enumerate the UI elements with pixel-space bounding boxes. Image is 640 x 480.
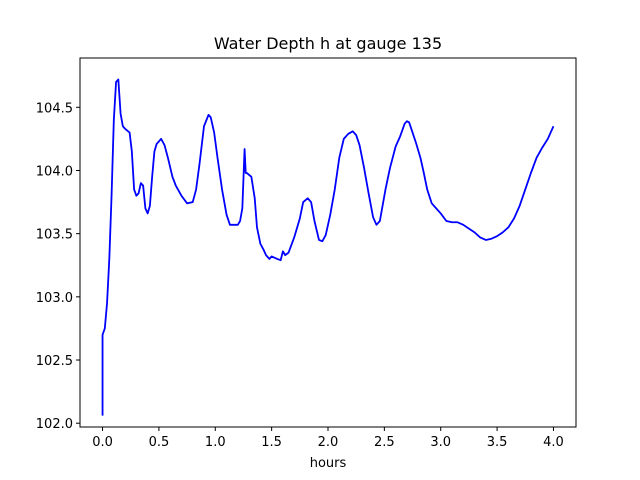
chart-title: Water Depth h at gauge 135 <box>214 34 442 53</box>
y-tick-label: 102.5 <box>36 354 73 369</box>
x-tick-label: 0.5 <box>149 435 170 450</box>
water-depth-line <box>101 78 555 416</box>
x-tick-label: 3.5 <box>487 435 508 450</box>
x-axis-label: hours <box>310 456 347 471</box>
x-axis: 0.0 0.5 1.0 1.5 2.0 2.5 3.0 3.5 4.0 <box>92 427 564 450</box>
axes-frame <box>79 57 577 428</box>
x-tick-label: 1.5 <box>261 435 282 450</box>
y-tick-label: 102.0 <box>36 417 73 432</box>
y-tick-label: 103.5 <box>36 228 73 243</box>
x-tick-label: 0.0 <box>92 435 113 450</box>
x-tick-label: 1.0 <box>205 435 226 450</box>
x-tick-label: 4.0 <box>543 435 564 450</box>
y-axis: 102.0 102.5 103.0 103.5 104.0 104.5 <box>36 101 80 432</box>
x-tick-label: 3.0 <box>430 435 451 450</box>
y-tick-label: 104.5 <box>36 101 73 116</box>
y-tick-label: 103.0 <box>36 291 73 306</box>
x-tick-label: 2.5 <box>374 435 395 450</box>
x-tick-label: 2.0 <box>318 435 339 450</box>
plot-area: 0.0 0.5 1.0 1.5 2.0 2.5 3.0 3.5 4.0 102.0102.510… <box>36 57 577 450</box>
y-tick-label: 104.0 <box>36 164 73 179</box>
